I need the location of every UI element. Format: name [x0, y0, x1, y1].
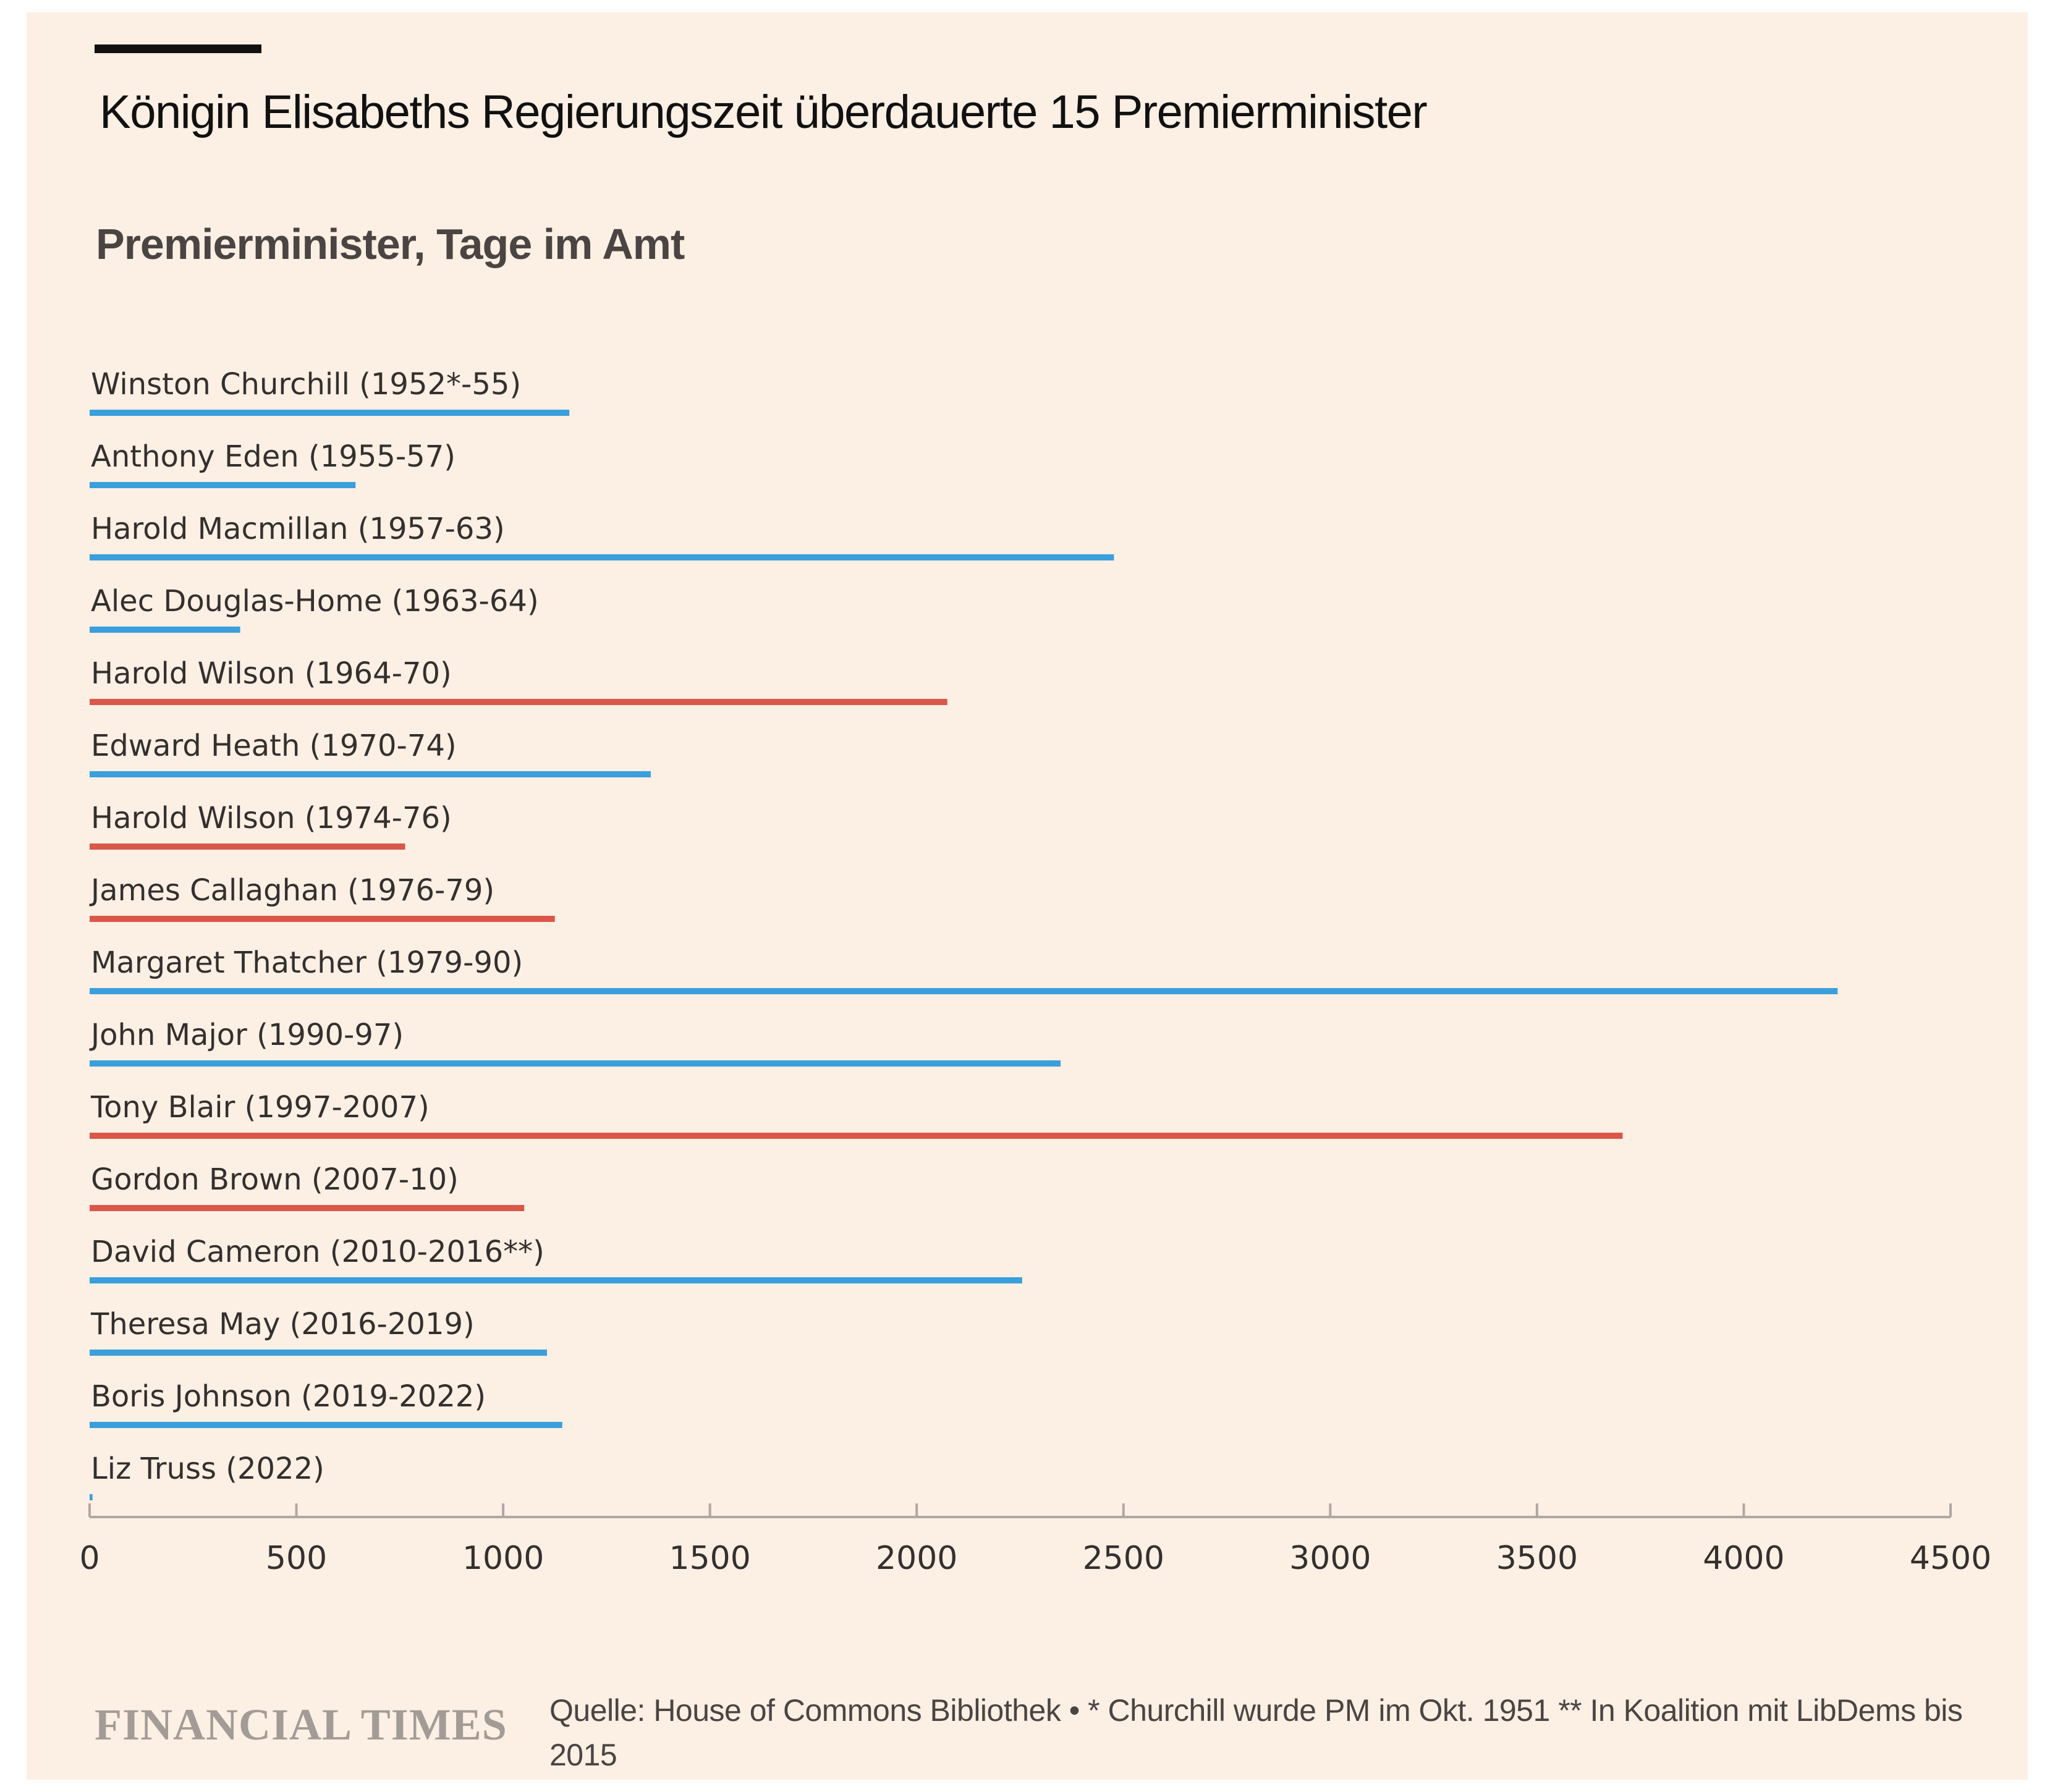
bar — [90, 916, 555, 922]
bar — [90, 1133, 1623, 1139]
x-tick-label: 3000 — [1289, 1540, 1371, 1577]
bar — [90, 1205, 525, 1211]
bar — [90, 627, 240, 633]
bar-label: Harold Macmillan (1957-63) — [91, 512, 505, 546]
x-tick-label: 1000 — [462, 1540, 544, 1577]
bar-label: Gordon Brown (2007-10) — [91, 1162, 459, 1197]
bar-label: David Cameron (2010-2016**) — [91, 1235, 544, 1269]
bar — [90, 1494, 93, 1500]
bar-chart: Winston Churchill (1952*-55) Anthony Eden… — [79, 367, 1991, 1577]
financial-times-logo: FINANCIAL TIMES — [95, 1700, 507, 1749]
x-tick-label: 3500 — [1496, 1540, 1578, 1577]
bar-label: Theresa May (2016-2019) — [90, 1307, 475, 1342]
chart-card: Königin Elisabeths Regierungszeit überda… — [27, 12, 2028, 1780]
bar-label: Anthony Eden (1955-57) — [91, 439, 455, 474]
bar — [90, 771, 651, 777]
x-tick-label: 2000 — [876, 1540, 957, 1577]
bar — [90, 1350, 548, 1356]
bar-label: Harold Wilson (1974-76) — [91, 801, 452, 835]
bar-label: Liz Truss (2022) — [91, 1452, 324, 1486]
bar — [90, 699, 947, 705]
bar-label: Tony Blair (1997-2007) — [90, 1090, 430, 1125]
source-note: Quelle: House of Commons Bibliothek • * … — [549, 1693, 1963, 1772]
bar-label: Edward Heath (1970-74) — [91, 729, 457, 763]
bar — [90, 988, 1838, 994]
bar — [90, 410, 570, 416]
x-tick-label: 500 — [266, 1540, 327, 1577]
chart-subtitle: Premierminister, Tage im Amt — [96, 220, 685, 268]
header-rule — [95, 44, 261, 53]
bar-label: Harold Wilson (1964-70) — [91, 656, 452, 691]
bar — [90, 482, 356, 488]
bar — [90, 1060, 1061, 1067]
bar — [90, 1277, 1022, 1283]
bar — [90, 554, 1114, 560]
x-tick-label: 0 — [79, 1540, 100, 1577]
bar — [90, 843, 405, 850]
bar-label: John Major (1990-97) — [89, 1018, 404, 1052]
bar-label: Winston Churchill (1952*-55) — [91, 367, 521, 402]
bar — [90, 1422, 562, 1428]
x-tick-label: 4000 — [1703, 1540, 1784, 1577]
x-tick-label: 1500 — [669, 1540, 750, 1577]
x-axis: 0 500 1000 1500 2000 2500 3000 3500 4000 4500 — [79, 1503, 1991, 1577]
chart-title: Königin Elisabeths Regierungszeit überda… — [100, 86, 1428, 138]
x-tick-label: 2500 — [1083, 1540, 1164, 1577]
bar-label: Alec Douglas-Home (1963-64) — [91, 584, 539, 619]
bar-label: Boris Johnson (2019-2022) — [91, 1379, 486, 1414]
x-tick-label: 4500 — [1910, 1540, 1991, 1577]
bar-label: Margaret Thatcher (1979-90) — [91, 945, 523, 980]
bar-label: James Callaghan (1976-79) — [89, 873, 494, 908]
bars-group: Winston Churchill (1952*-55) Anthony Eden… — [89, 367, 1838, 1500]
